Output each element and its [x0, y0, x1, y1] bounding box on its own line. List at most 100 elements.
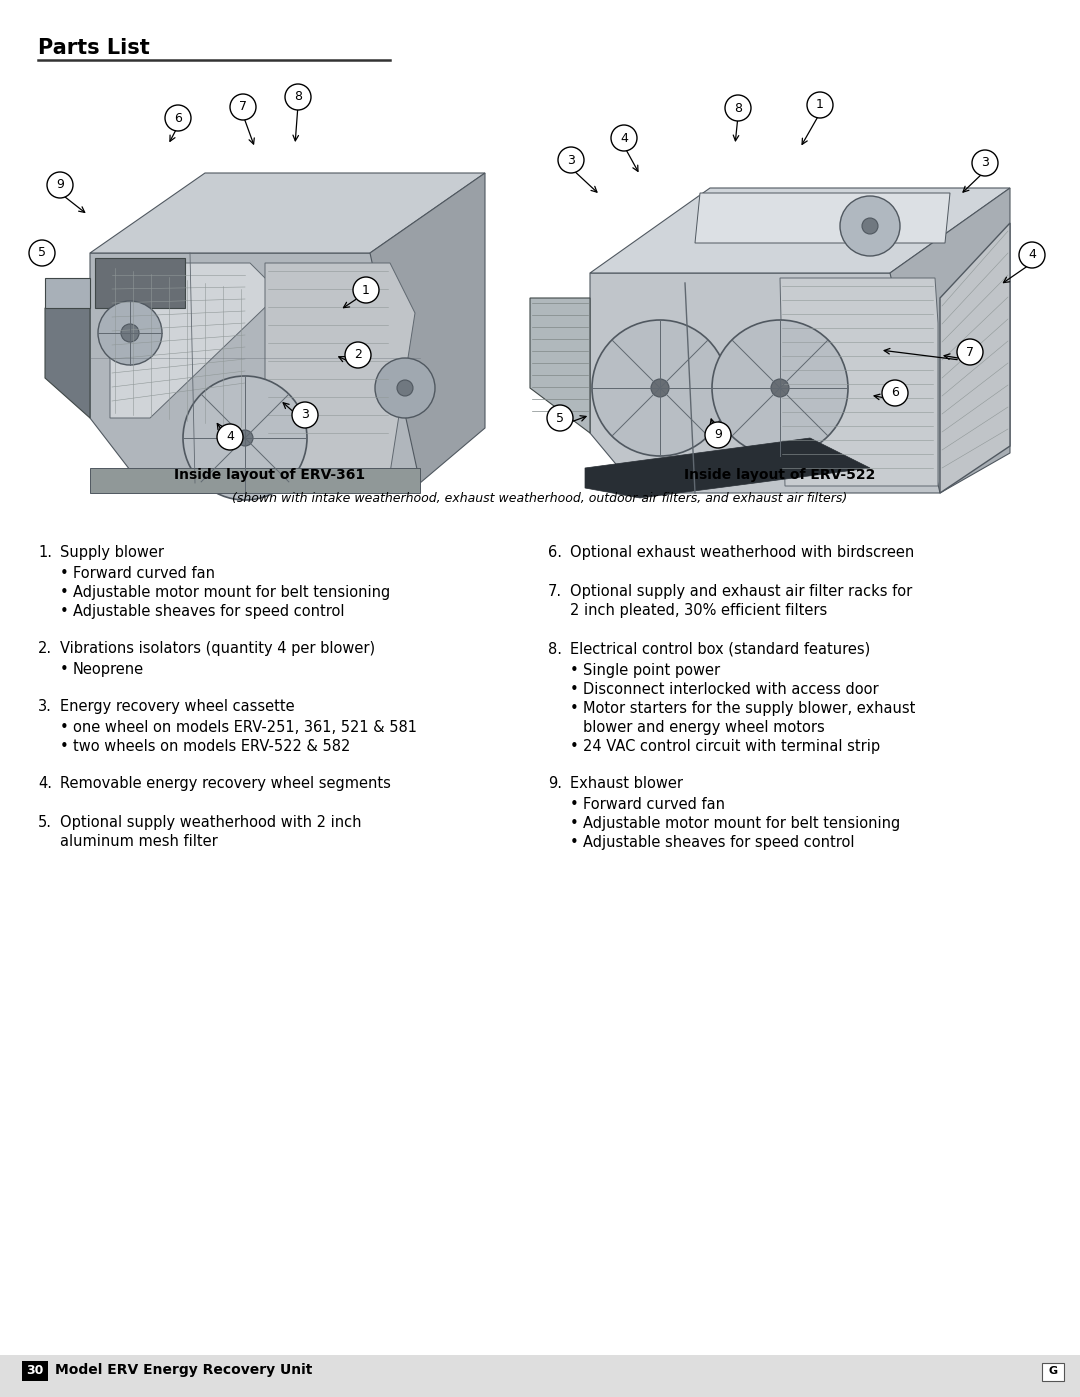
- Text: 8: 8: [734, 102, 742, 115]
- Circle shape: [285, 84, 311, 110]
- Text: Motor starters for the supply blower, exhaust: Motor starters for the supply blower, ex…: [583, 701, 916, 717]
- Text: •: •: [570, 701, 579, 717]
- Circle shape: [217, 425, 243, 450]
- Text: 3: 3: [981, 156, 989, 169]
- Text: 8: 8: [294, 91, 302, 103]
- Text: 7: 7: [239, 101, 247, 113]
- Circle shape: [1020, 242, 1045, 268]
- Text: 4: 4: [620, 131, 627, 144]
- Circle shape: [237, 430, 253, 446]
- Text: 7.: 7.: [548, 584, 562, 599]
- Text: •: •: [570, 682, 579, 697]
- Circle shape: [29, 240, 55, 265]
- Text: Optional exhaust weatherhood with birdscreen: Optional exhaust weatherhood with birdsc…: [570, 545, 915, 560]
- Circle shape: [397, 380, 413, 395]
- Circle shape: [725, 95, 751, 122]
- Text: G: G: [1049, 1366, 1057, 1376]
- Circle shape: [98, 300, 162, 365]
- Polygon shape: [95, 258, 185, 307]
- Polygon shape: [890, 189, 1010, 493]
- Text: 9: 9: [714, 429, 721, 441]
- Text: 9: 9: [56, 179, 64, 191]
- Polygon shape: [780, 278, 939, 486]
- Polygon shape: [45, 307, 90, 418]
- Text: blower and energy wheel motors: blower and energy wheel motors: [583, 719, 825, 735]
- Text: 6: 6: [891, 387, 899, 400]
- Circle shape: [651, 379, 669, 397]
- Circle shape: [862, 218, 878, 235]
- Text: •: •: [60, 604, 69, 619]
- Circle shape: [183, 376, 307, 500]
- Text: •: •: [60, 566, 69, 581]
- Circle shape: [48, 172, 73, 198]
- Text: one wheel on models ERV-251, 361, 521 & 581: one wheel on models ERV-251, 361, 521 & …: [73, 719, 417, 735]
- Text: 9.: 9.: [548, 775, 562, 791]
- Text: Inside layout of ERV-522: Inside layout of ERV-522: [685, 468, 876, 482]
- Circle shape: [353, 277, 379, 303]
- Text: •: •: [570, 798, 579, 812]
- Polygon shape: [45, 278, 90, 307]
- Text: •: •: [60, 739, 69, 754]
- Text: Electrical control box (standard features): Electrical control box (standard feature…: [570, 643, 870, 657]
- Text: Single point power: Single point power: [583, 664, 720, 678]
- Text: 4: 4: [226, 430, 234, 443]
- Circle shape: [972, 149, 998, 176]
- Text: Removable energy recovery wheel segments: Removable energy recovery wheel segments: [60, 775, 391, 791]
- Polygon shape: [90, 173, 485, 253]
- Text: 1.: 1.: [38, 545, 52, 560]
- Circle shape: [546, 405, 573, 432]
- Text: 5: 5: [556, 412, 564, 425]
- Text: 4: 4: [1028, 249, 1036, 261]
- Text: •: •: [570, 664, 579, 678]
- Text: 4.: 4.: [38, 775, 52, 791]
- Text: two wheels on models ERV-522 & 582: two wheels on models ERV-522 & 582: [73, 739, 350, 754]
- Polygon shape: [90, 253, 420, 483]
- Circle shape: [375, 358, 435, 418]
- Text: •: •: [570, 835, 579, 849]
- Circle shape: [121, 324, 139, 342]
- Circle shape: [882, 380, 908, 407]
- Text: 6.: 6.: [548, 545, 562, 560]
- Text: Adjustable motor mount for belt tensioning: Adjustable motor mount for belt tensioni…: [73, 585, 390, 599]
- Text: Exhaust blower: Exhaust blower: [570, 775, 683, 791]
- Polygon shape: [940, 224, 1010, 493]
- Text: Model ERV Energy Recovery Unit: Model ERV Energy Recovery Unit: [55, 1363, 312, 1377]
- Text: 6: 6: [174, 112, 181, 124]
- Bar: [0, 1355, 1080, 1397]
- Circle shape: [592, 320, 728, 455]
- Text: Optional supply and exhaust air filter racks for: Optional supply and exhaust air filter r…: [570, 584, 913, 599]
- Text: Adjustable sheaves for speed control: Adjustable sheaves for speed control: [73, 604, 345, 619]
- Text: Neoprene: Neoprene: [73, 662, 144, 678]
- Circle shape: [957, 339, 983, 365]
- Text: Adjustable motor mount for belt tensioning: Adjustable motor mount for belt tensioni…: [583, 816, 901, 831]
- Text: aluminum mesh filter: aluminum mesh filter: [60, 834, 218, 849]
- Text: Optional supply weatherhood with 2 inch: Optional supply weatherhood with 2 inch: [60, 814, 362, 830]
- Text: Parts List: Parts List: [38, 38, 150, 59]
- Text: •: •: [60, 662, 69, 678]
- Text: 3: 3: [301, 408, 309, 422]
- Text: •: •: [60, 719, 69, 735]
- Text: •: •: [60, 585, 69, 599]
- Text: 3: 3: [567, 154, 575, 166]
- Text: Forward curved fan: Forward curved fan: [73, 566, 215, 581]
- Text: 30: 30: [26, 1363, 43, 1376]
- Circle shape: [230, 94, 256, 120]
- Text: •: •: [570, 816, 579, 831]
- Circle shape: [611, 124, 637, 151]
- Text: 8.: 8.: [548, 643, 562, 657]
- Circle shape: [345, 342, 372, 367]
- Polygon shape: [590, 272, 940, 493]
- Text: 1: 1: [362, 284, 370, 296]
- Bar: [22, 1361, 48, 1382]
- Text: Disconnect interlocked with access door: Disconnect interlocked with access door: [583, 682, 879, 697]
- Text: (shown with intake weatherhood, exhaust weatherhood, outdoor air filters, and ex: (shown with intake weatherhood, exhaust …: [232, 492, 848, 504]
- Polygon shape: [585, 439, 870, 497]
- Text: 3.: 3.: [38, 698, 52, 714]
- Polygon shape: [110, 263, 280, 418]
- Polygon shape: [696, 193, 950, 243]
- Text: 24 VAC control circuit with terminal strip: 24 VAC control circuit with terminal str…: [583, 739, 880, 754]
- Text: •: •: [570, 739, 579, 754]
- Text: Vibrations isolators (quantity 4 per blower): Vibrations isolators (quantity 4 per blo…: [60, 641, 375, 657]
- Text: Inside layout of ERV-361: Inside layout of ERV-361: [175, 468, 365, 482]
- Circle shape: [771, 379, 789, 397]
